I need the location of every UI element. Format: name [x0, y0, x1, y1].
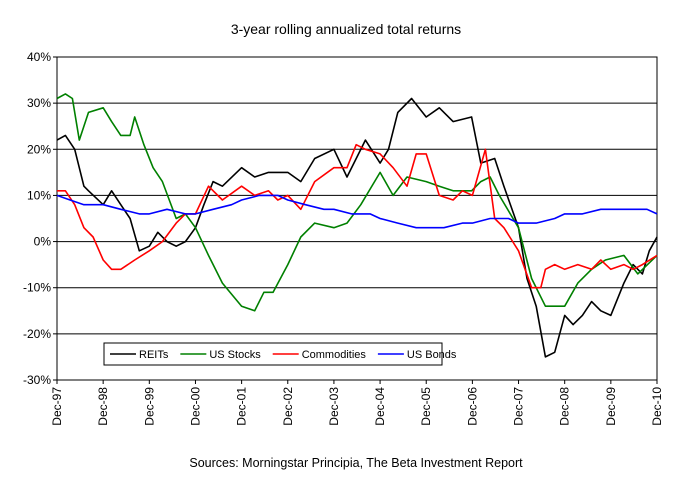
- legend-label: US Stocks: [209, 349, 261, 361]
- y-tick-label: -10%: [23, 281, 51, 295]
- x-tick-label: Dec-00: [188, 387, 202, 426]
- series-line-us-bonds: [56, 194, 658, 229]
- series-line-us-stocks: [56, 93, 658, 312]
- y-tick-label: 30%: [27, 96, 51, 110]
- x-tick-label: Dec-09: [604, 387, 618, 426]
- y-axis: 40% 30% 20% 10% 0% -10% -20% -30%: [23, 50, 57, 387]
- legend: REITs US Stocks Commodities US Bonds: [103, 342, 457, 366]
- series-group: [56, 93, 658, 358]
- y-tick-label: 10%: [27, 188, 51, 202]
- y-tick-label: 0%: [34, 235, 52, 249]
- x-tick-label: Dec-04: [373, 387, 387, 426]
- x-tick-label: Dec-98: [96, 387, 110, 426]
- y-tick-label: -20%: [23, 327, 51, 341]
- x-tick-label: Dec-10: [650, 387, 664, 426]
- chart-title: 3-year rolling annualized total returns: [231, 21, 461, 37]
- legend-label: REITs: [139, 349, 169, 361]
- x-tick-label: Dec-05: [419, 387, 433, 426]
- x-axis: Dec-97 Dec-98 Dec-99 Dec-00 Dec-01 Dec-02 Dec-…: [50, 380, 664, 426]
- x-tick-label: Dec-06: [465, 387, 479, 426]
- x-tick-label: Dec-97: [50, 387, 64, 426]
- x-tick-label: Dec-01: [235, 387, 249, 426]
- source-note: Sources: Morningstar Principia, The Beta…: [189, 456, 523, 470]
- legend-label: Commodities: [302, 349, 367, 361]
- y-tick-label: 20%: [27, 142, 51, 156]
- x-tick-label: Dec-99: [142, 387, 156, 426]
- grid: [57, 102, 657, 335]
- plot-frame: [56, 56, 658, 381]
- y-tick-label: 40%: [27, 50, 51, 64]
- x-tick-label: Dec-03: [327, 387, 341, 426]
- legend-label: US Bonds: [407, 349, 457, 361]
- x-tick-label: Dec-08: [558, 387, 572, 426]
- series-line-commodities: [57, 143, 658, 289]
- y-tick-label: -30%: [23, 373, 51, 387]
- x-tick-label: Dec-07: [512, 387, 526, 426]
- series-line-reits: [56, 97, 658, 358]
- x-tick-label: Dec-02: [281, 387, 295, 426]
